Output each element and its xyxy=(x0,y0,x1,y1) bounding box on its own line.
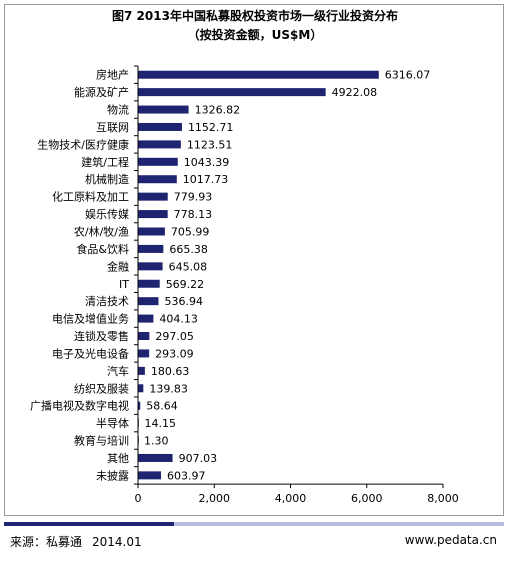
value-label: 139.83 xyxy=(149,382,188,395)
value-label: 293.09 xyxy=(155,347,194,360)
website-link[interactable]: www.pedata.cn xyxy=(404,533,497,547)
category-label: 未披露 xyxy=(96,468,129,482)
value-label: 778.13 xyxy=(174,208,213,221)
value-label: 907.03 xyxy=(179,452,218,465)
bar xyxy=(138,384,144,393)
value-label: 1017.73 xyxy=(183,173,229,186)
footer-accent-bar xyxy=(4,522,174,526)
value-label: 1326.82 xyxy=(195,104,241,117)
bar xyxy=(138,122,182,131)
axes-group: 0 2,000 4,000 6,000 8,000 xyxy=(134,65,459,505)
value-label: 705.99 xyxy=(171,225,210,238)
bar xyxy=(138,297,159,306)
chart-title: 图7 2013年中国私募股权投资市场一级行业投资分布 xyxy=(112,8,398,23)
bar xyxy=(138,401,141,410)
category-label: 房地产 xyxy=(96,68,129,82)
category-label: 清洁技术 xyxy=(85,295,129,308)
category-label: 生物技术/医疗健康 xyxy=(37,137,129,151)
category-label: 广播电视及数字电视 xyxy=(30,399,129,413)
bars-group: 房地产 6316.07 能源及矿产 4922.08 物流 1326.82 互联网 1152.7… xyxy=(30,68,430,483)
chart-subtitle: （按投资金额，US$M） xyxy=(188,27,323,42)
bar xyxy=(138,227,165,236)
category-label: 教育与培训 xyxy=(74,434,129,448)
value-label: 180.63 xyxy=(151,365,190,378)
category-label: 农/林/牧/渔 xyxy=(74,224,129,238)
category-label: 食品&饮料 xyxy=(76,242,129,256)
value-label: 1.30 xyxy=(144,435,169,448)
bar xyxy=(138,88,326,97)
bar xyxy=(138,471,162,480)
category-label: 其他 xyxy=(107,452,129,465)
value-label: 1043.39 xyxy=(184,156,230,169)
bar xyxy=(138,175,177,184)
x-tick-label: 8,000 xyxy=(427,492,459,505)
value-label: 1123.51 xyxy=(187,138,233,151)
bar xyxy=(138,453,173,462)
value-label: 6316.07 xyxy=(385,69,431,82)
bar xyxy=(138,332,150,341)
category-label: 建筑/工程 xyxy=(81,155,129,169)
value-label: 297.05 xyxy=(155,330,194,343)
bar xyxy=(138,192,168,201)
category-label: 机械制造 xyxy=(85,172,129,186)
category-label: 电子及光电设备 xyxy=(52,346,129,360)
category-label: 化工原料及加工 xyxy=(52,190,129,204)
category-label: 电信及增值业务 xyxy=(52,312,129,326)
category-label: 物流 xyxy=(107,103,129,117)
bar xyxy=(138,70,379,79)
bar xyxy=(138,366,145,375)
value-label: 536.94 xyxy=(164,295,203,308)
category-label: 金融 xyxy=(107,259,129,273)
bar xyxy=(138,262,163,271)
x-tick-label: 4,000 xyxy=(275,492,307,505)
bar xyxy=(138,140,181,149)
value-label: 58.64 xyxy=(146,400,178,413)
category-label: 半导体 xyxy=(96,416,129,430)
category-label: 纺织及服装 xyxy=(74,381,129,395)
category-label: IT xyxy=(119,278,129,291)
x-tick-label: 0 xyxy=(135,492,142,505)
value-label: 603.97 xyxy=(167,469,206,482)
category-label: 连锁及零售 xyxy=(74,329,129,343)
value-label: 569.22 xyxy=(166,278,205,291)
footer-rule xyxy=(174,522,504,526)
value-label: 1152.71 xyxy=(188,121,234,134)
source-date: 2014.01 xyxy=(92,535,142,549)
category-label: 互联网 xyxy=(96,121,129,134)
x-tick-label: 6,000 xyxy=(351,492,383,505)
value-label: 779.93 xyxy=(174,191,213,204)
source-label: 来源：私募通 xyxy=(10,535,83,549)
category-label: 娱乐传媒 xyxy=(85,207,129,221)
bar xyxy=(138,244,164,253)
value-label: 645.08 xyxy=(169,260,208,273)
value-label: 4922.08 xyxy=(332,86,378,99)
bar xyxy=(138,157,178,166)
category-label: 汽车 xyxy=(107,364,129,378)
category-label: 能源及矿产 xyxy=(74,85,129,99)
value-label: 404.13 xyxy=(159,313,198,326)
bar-chart: 图7 2013年中国私募股权投资市场一级行业投资分布 （按投资金额，US$M） … xyxy=(30,8,459,505)
value-label: 665.38 xyxy=(169,243,208,256)
bar xyxy=(138,210,168,219)
x-tick-label: 2,000 xyxy=(199,492,231,505)
bar xyxy=(138,279,160,288)
bar xyxy=(138,105,189,114)
bar xyxy=(138,314,154,323)
bar xyxy=(138,349,150,358)
source-note: 来源：私募通 2014.01 xyxy=(10,533,142,550)
value-label: 14.15 xyxy=(145,417,177,430)
